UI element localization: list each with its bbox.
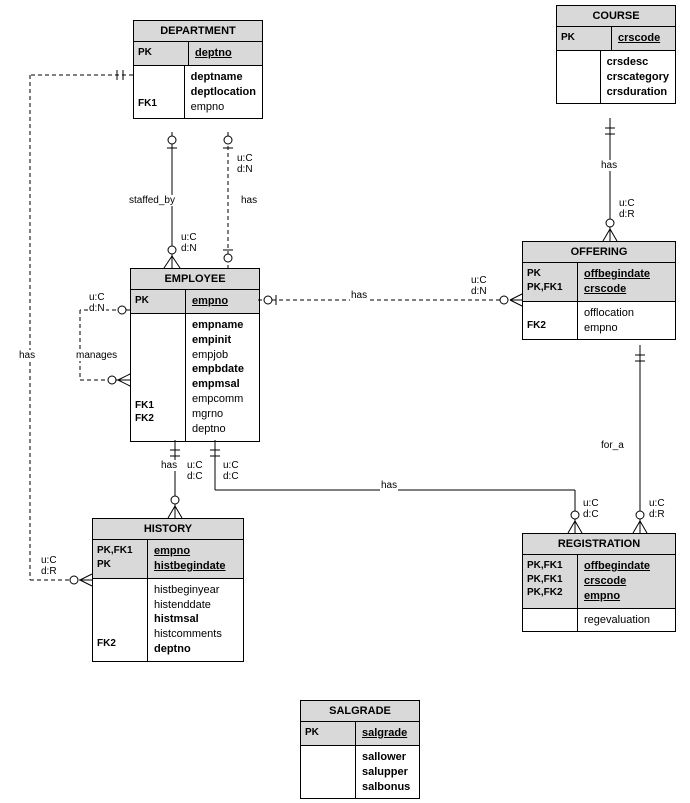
attr-column: sallowersaluppersalbonus (356, 746, 419, 799)
entity-section: FK2offlocationempno (523, 302, 675, 340)
entity-section: PKcrscode (557, 27, 675, 51)
key-column (557, 51, 601, 104)
attr-column: offbegindatecrscodeempno (578, 555, 675, 608)
label-emp-reg-has: has (380, 480, 398, 491)
attr-column: deptnamedeptlocationempno (185, 66, 262, 119)
entity-section: PKempno (131, 290, 259, 314)
entity-section: PK,FK1PK,FK1PK,FK2offbegindatecrscodeemp… (523, 555, 675, 609)
entity-section: PKsalgrade (301, 722, 419, 746)
entity-section: FK2histbeginyearhistenddatehistmsalhistc… (93, 579, 243, 661)
label-emp-off-has: has (350, 290, 368, 301)
card-dn-4: d:N (470, 286, 488, 297)
card-uc-6: u:C (186, 460, 204, 471)
label-emp-hist-has: has (160, 460, 178, 471)
label-manages: manages (75, 350, 118, 361)
entity-title: REGISTRATION (523, 534, 675, 555)
label-dept-hist-has: has (18, 350, 36, 361)
key-column: PK (134, 42, 189, 65)
attr-column: empnameempinitempjobempbdateempmsalempco… (186, 314, 259, 441)
entity-course: COURSEPKcrscode crsdesccrscategorycrsdur… (556, 5, 676, 104)
entity-title: OFFERING (523, 242, 675, 263)
card-uc-6b: u:C (222, 460, 240, 471)
attr-column: empnohistbegindate (148, 540, 243, 578)
attr-column: empno (186, 290, 259, 313)
entity-section: crsdesccrscategorycrsduration (557, 51, 675, 104)
key-column: FK2 (93, 579, 148, 661)
card-dc-6b: d:C (222, 471, 240, 482)
card-uc-1: u:C (236, 153, 254, 164)
entity-section: PKPK,FK1offbegindatecrscode (523, 263, 675, 302)
attr-column: deptno (189, 42, 262, 65)
key-column: PK,FK1PK (93, 540, 148, 578)
key-column (523, 609, 578, 632)
key-column: PKPK,FK1 (523, 263, 578, 301)
attr-column: offbegindatecrscode (578, 263, 675, 301)
card-dn-2: d:N (180, 243, 198, 254)
entity-section: FK1deptnamedeptlocationempno (134, 66, 262, 119)
attr-column: crsdesccrscategorycrsduration (601, 51, 675, 104)
key-column: PK (131, 290, 186, 313)
label-dept-has: has (240, 195, 258, 206)
key-column: PK (301, 722, 356, 745)
attr-column: crscode (612, 27, 675, 50)
label-staffed-by: staffed_by (128, 195, 176, 206)
entity-title: DEPARTMENT (134, 21, 262, 42)
attr-column: histbeginyearhistenddatehistmsalhistcomm… (148, 579, 243, 661)
card-uc-4: u:C (470, 275, 488, 286)
entity-title: HISTORY (93, 519, 243, 540)
key-column: FK2 (523, 302, 578, 340)
attr-column: regevaluation (578, 609, 675, 632)
label-for-a: for_a (600, 440, 625, 451)
card-dr-8: d:R (648, 509, 666, 520)
key-column (301, 746, 356, 799)
card-dn-3: d:N (88, 303, 106, 314)
er-edges (0, 0, 690, 803)
card-uc-9: u:C (40, 555, 58, 566)
key-column: FK1 (134, 66, 185, 119)
card-dr-9: d:R (40, 566, 58, 577)
entity-section: regevaluation (523, 609, 675, 632)
key-column: PK,FK1PK,FK1PK,FK2 (523, 555, 578, 608)
entity-title: COURSE (557, 6, 675, 27)
card-uc-2: u:C (180, 232, 198, 243)
attr-column: salgrade (356, 722, 419, 745)
label-course-has: has (600, 160, 618, 171)
card-dr-5: d:R (618, 209, 636, 220)
entity-section: sallowersaluppersalbonus (301, 746, 419, 799)
entity-section: FK1FK2empnameempinitempjobempbdateempmsa… (131, 314, 259, 441)
card-uc-7: u:C (582, 498, 600, 509)
entity-department: DEPARTMENTPKdeptno FK1deptnamedeptlocati… (133, 20, 263, 119)
key-column: FK1FK2 (131, 314, 186, 441)
entity-section: PKdeptno (134, 42, 262, 66)
entity-section: PK,FK1PKempnohistbegindate (93, 540, 243, 579)
card-dc-6: d:C (186, 471, 204, 482)
entity-title: EMPLOYEE (131, 269, 259, 290)
attr-column: offlocationempno (578, 302, 675, 340)
card-dc-7: d:C (582, 509, 600, 520)
key-column: PK (557, 27, 612, 50)
entity-title: SALGRADE (301, 701, 419, 722)
card-uc-8: u:C (648, 498, 666, 509)
entity-salgrade: SALGRADEPKsalgrade sallowersaluppersalbo… (300, 700, 420, 799)
entity-history: HISTORYPK,FK1PKempnohistbegindate FK2his… (92, 518, 244, 662)
entity-employee: EMPLOYEEPKempno FK1FK2empnameempinitempj… (130, 268, 260, 442)
entity-offering: OFFERINGPKPK,FK1offbegindatecrscode FK2o… (522, 241, 676, 340)
entity-registration: REGISTRATIONPK,FK1PK,FK1PK,FK2offbeginda… (522, 533, 676, 632)
card-dn-1: d:N (236, 164, 254, 175)
card-uc-5: u:C (618, 198, 636, 209)
card-uc-3: u:C (88, 292, 106, 303)
